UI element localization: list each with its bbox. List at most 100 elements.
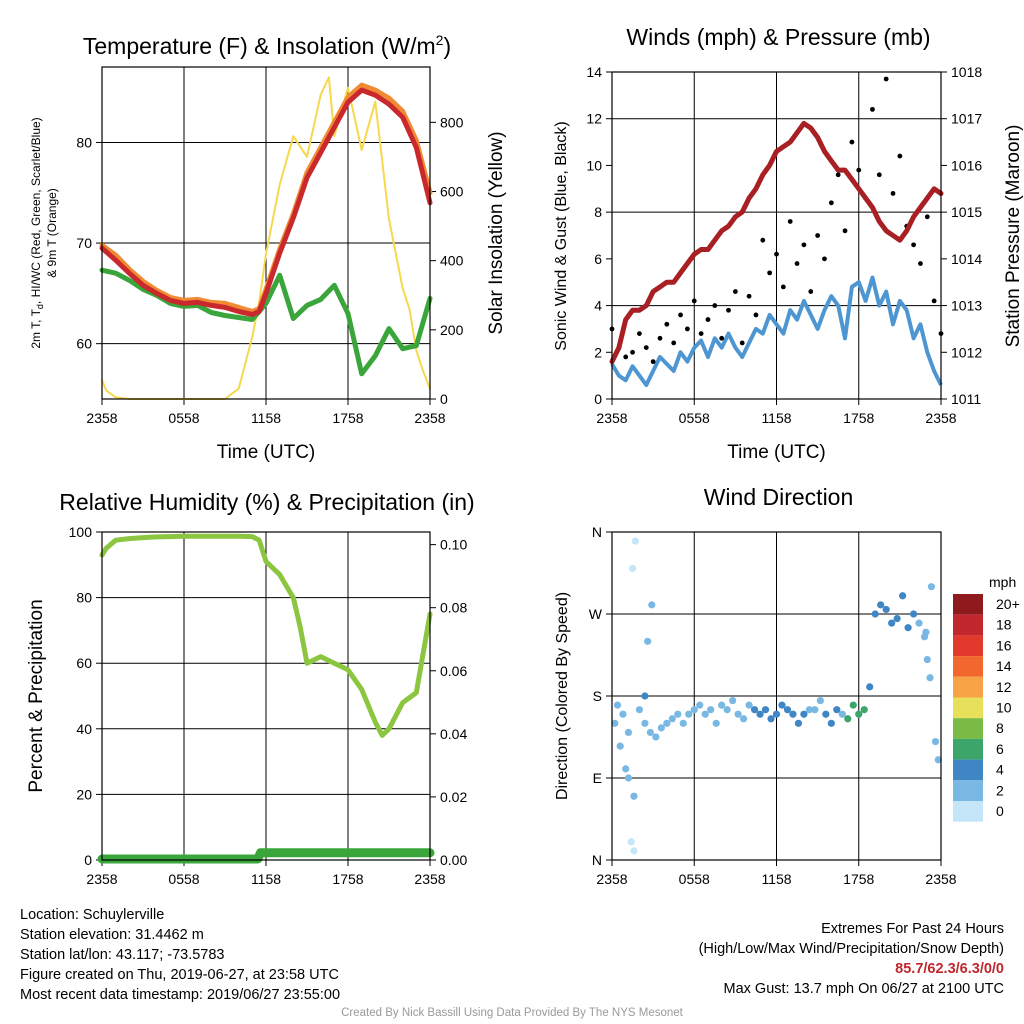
direction-point bbox=[630, 847, 638, 855]
gust-point bbox=[876, 172, 882, 178]
gust-point bbox=[918, 261, 923, 266]
extremes-heading: Extremes For Past 24 Hours bbox=[821, 921, 1004, 937]
y-axis-label-left: Sonic Wind & Gust (Blue, Black) bbox=[553, 121, 570, 350]
temperature-panel: 2358 0558 1158 1758 23586070800200400600800T… bbox=[29, 32, 507, 463]
direction-point bbox=[756, 710, 764, 718]
y-tick-label: 20 bbox=[76, 786, 92, 802]
direction-point bbox=[690, 706, 698, 714]
direction-point bbox=[740, 715, 748, 723]
legend-label: 18 bbox=[996, 617, 1012, 633]
gust-point bbox=[767, 270, 773, 276]
x-tick-label: 2358 bbox=[596, 410, 627, 426]
station-location: Location: Schuylerville bbox=[20, 907, 165, 923]
y-tick-label-right: 0.00 bbox=[440, 852, 467, 868]
y-axis-label-right: Station Pressure (Maroon) bbox=[1003, 125, 1024, 348]
direction-point bbox=[611, 719, 619, 727]
extremes-values: 85.7/62.3/6.3/0/0 bbox=[895, 961, 1004, 977]
direction-point bbox=[860, 706, 868, 714]
x-tick-label: 2358 bbox=[86, 871, 117, 887]
gust-point bbox=[849, 139, 855, 145]
y-tick-label: 100 bbox=[69, 524, 93, 540]
direction-point bbox=[696, 701, 704, 709]
x-tick-label: 2358 bbox=[596, 871, 627, 887]
y-tick-label: 80 bbox=[76, 590, 92, 606]
gust-point bbox=[822, 256, 827, 262]
y-tick-label-right: 0.08 bbox=[440, 600, 467, 616]
legend-label: 20+ bbox=[996, 596, 1020, 612]
direction-point bbox=[630, 792, 638, 800]
direction-point bbox=[679, 719, 687, 727]
direction-point bbox=[657, 724, 665, 732]
gust-point bbox=[897, 153, 903, 159]
x-tick-label: 0558 bbox=[679, 410, 710, 426]
direction-point bbox=[934, 756, 942, 764]
legend-label: 8 bbox=[996, 720, 1004, 736]
direction-point bbox=[745, 701, 753, 709]
direction-point bbox=[701, 710, 709, 718]
extremes-subheading: (High/Low/Max Wind/Precipitation/Snow De… bbox=[698, 941, 1004, 957]
direction-point bbox=[627, 838, 635, 846]
gust-point bbox=[630, 349, 635, 355]
y-tick-label: 14 bbox=[586, 64, 602, 80]
x-tick-label: 1158 bbox=[251, 871, 281, 887]
y-axis-label-right: Solar Insolation (Yellow) bbox=[486, 131, 507, 334]
direction-point bbox=[641, 719, 649, 727]
y-tick-label-right: 200 bbox=[440, 322, 464, 338]
legend-label: 14 bbox=[996, 658, 1012, 674]
y-tick-label-right: 1011 bbox=[951, 391, 981, 407]
series-line-sonic-wind bbox=[610, 275, 943, 387]
direction-point bbox=[729, 696, 737, 705]
direction-point bbox=[923, 655, 931, 664]
gust-point bbox=[643, 345, 649, 351]
direction-point bbox=[712, 719, 720, 727]
gust-point bbox=[664, 321, 670, 327]
gust-point bbox=[931, 298, 937, 304]
y-tick-label: 8 bbox=[594, 204, 602, 220]
direction-point bbox=[922, 628, 930, 636]
direction-point bbox=[613, 701, 622, 709]
direction-point bbox=[641, 692, 649, 700]
direction-point bbox=[904, 624, 912, 632]
direction-point bbox=[844, 715, 852, 723]
legend-label: 6 bbox=[996, 741, 1004, 757]
gust-point bbox=[637, 331, 642, 336]
extremes-info: Extremes For Past 24 Hours (High/Low/Max… bbox=[699, 919, 1004, 999]
direction-point bbox=[635, 706, 644, 714]
gust-point bbox=[890, 191, 896, 196]
direction-point bbox=[855, 710, 863, 718]
direction-point bbox=[685, 710, 693, 718]
y-tick-label: S bbox=[593, 688, 602, 704]
direction-point bbox=[707, 706, 715, 714]
y-tick-label-right: 0.02 bbox=[440, 789, 467, 805]
direction-point bbox=[652, 733, 660, 741]
direction-point bbox=[619, 710, 627, 718]
direction-point bbox=[794, 719, 803, 727]
legend-label: 10 bbox=[996, 700, 1012, 716]
y-tick-label: 40 bbox=[76, 721, 92, 737]
figure-created: Figure created on Thu, 2019-06-27, at 23… bbox=[20, 967, 339, 983]
legend-label: 16 bbox=[996, 637, 1012, 653]
direction-point bbox=[631, 537, 639, 545]
legend-label: 2 bbox=[996, 782, 1004, 798]
y-axis-label-left: Direction (Colored By Speed) bbox=[554, 592, 571, 800]
plot-frame bbox=[101, 66, 431, 400]
x-tick-label: 2358 bbox=[414, 871, 445, 887]
panel-title: Wind Direction bbox=[704, 484, 854, 510]
direction-point bbox=[822, 710, 830, 718]
direction-point bbox=[772, 710, 781, 718]
gust-point bbox=[726, 307, 731, 313]
plot-frame bbox=[101, 531, 431, 861]
gust-point bbox=[787, 219, 793, 224]
gust-point bbox=[650, 359, 656, 365]
plot-frame bbox=[611, 71, 942, 400]
direction-point bbox=[767, 715, 775, 723]
gust-point bbox=[712, 303, 718, 308]
y-tick-label-right: 400 bbox=[440, 253, 464, 269]
gust-point bbox=[684, 326, 690, 332]
direction-point bbox=[646, 728, 654, 737]
direction-point bbox=[648, 601, 656, 609]
y-tick-label: 4 bbox=[594, 298, 602, 314]
direction-point bbox=[805, 706, 814, 714]
direction-point bbox=[931, 737, 940, 746]
